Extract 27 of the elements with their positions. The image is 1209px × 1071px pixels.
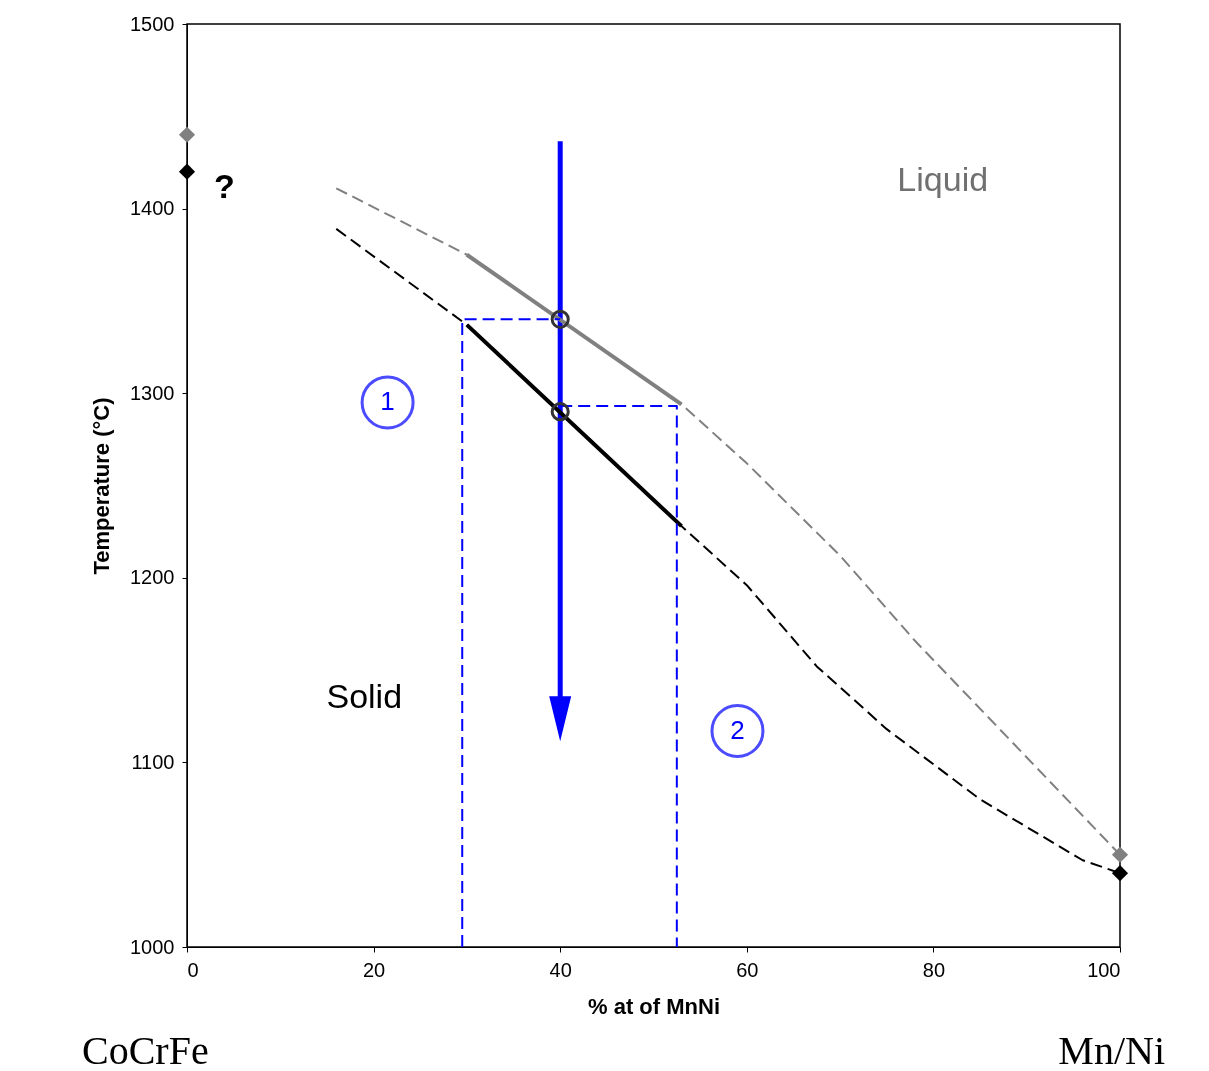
annotation: Liquid [897, 159, 989, 198]
x-tick-label: 20 [362, 958, 386, 981]
point [550, 402, 570, 422]
x-tick-label: 80 [922, 958, 946, 981]
y-tick-label: 1000 [130, 935, 175, 958]
point [1111, 846, 1129, 863]
y-tick-label: 1400 [130, 197, 175, 220]
x-axis-title: % at of MnNi [588, 993, 720, 1019]
x-tick-label: 60 [736, 958, 759, 981]
point [178, 126, 196, 143]
y-axis-title: Temperature (°C) [89, 397, 115, 575]
annotation: 1 [380, 386, 395, 417]
y-tick-label: 1100 [131, 750, 175, 773]
x-tick-label: 100 [1087, 958, 1121, 981]
point [550, 309, 570, 329]
annotation: Solid [326, 676, 403, 715]
text: Mn/Ni [1058, 1028, 1165, 1071]
text: CoCrFe [82, 1028, 209, 1071]
x-tick-label: 40 [549, 958, 572, 981]
x-tick-label: 0 [187, 958, 199, 981]
y-tick-label: 1500 [130, 12, 175, 35]
y-tick-label: 1300 [130, 381, 175, 404]
y-tick-label: 1200 [130, 566, 175, 589]
annotation: 2 [730, 715, 745, 746]
annotation: ? [213, 167, 235, 206]
point [1111, 865, 1129, 882]
point [178, 163, 196, 180]
